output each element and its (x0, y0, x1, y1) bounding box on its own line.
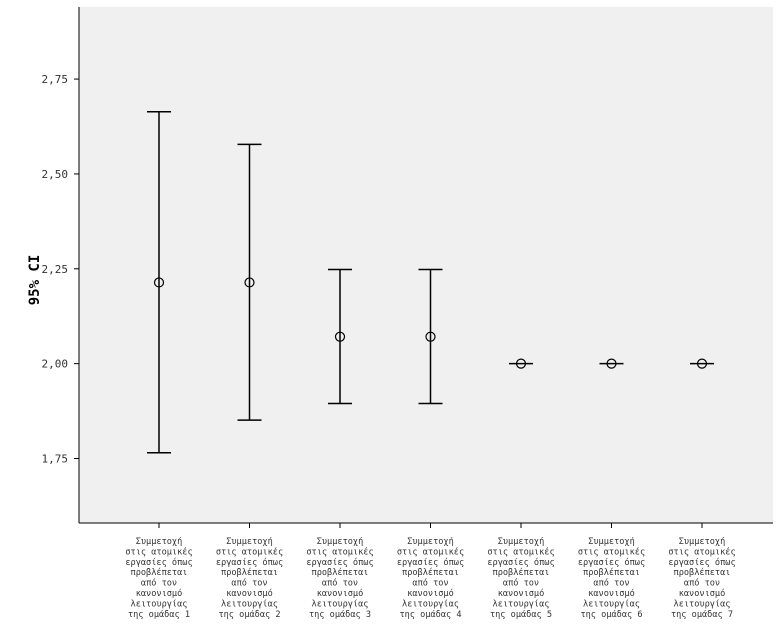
x-tick-label-line: λειτουργίας (583, 599, 640, 609)
x-tick-label-line: στις ατομικές (668, 547, 735, 557)
x-tick-label-line: Συμμετοχή (588, 537, 635, 547)
x-tick-label-line: της ομάδας 1 (128, 610, 190, 620)
x-axis-ticks: Συμμετοχή στις ατομικές εργασίες όπως προβλ… (125, 523, 736, 620)
x-tick-label-line: στις ατομικές (125, 547, 192, 557)
x-tick-label-line: από τον (231, 578, 267, 589)
x-tick-label-line: της ομάδας 5 (490, 610, 552, 620)
x-tick-label-line: λειτουργίας (493, 599, 550, 609)
x-tick-label-line: της ομάδας 4 (399, 610, 461, 620)
x-tick-label-line: Συμμετοχή (407, 537, 454, 547)
x-tick-label-line: εργασίες όπως (397, 557, 464, 568)
x-tick-label: Συμμετοχή στις ατομικές εργασίες όπως προβλ… (306, 537, 373, 620)
x-tick-label-line: της ομάδας 3 (309, 610, 371, 620)
x-tick-label-line: εργασίες όπως (306, 557, 373, 568)
plot-area (79, 7, 773, 523)
x-tick-label-line: λειτουργίας (674, 599, 731, 609)
mean-marker (515, 358, 527, 369)
y-tick-label: 2,50 (42, 168, 69, 181)
x-tick-label-line: στις ατομικές (306, 547, 373, 557)
x-tick-label-line: προβλέπεται (402, 568, 459, 578)
x-tick-label-line: από τον (141, 578, 177, 589)
x-tick-label-line: λειτουργίας (402, 599, 459, 609)
x-tick-label: Συμμετοχή στις ατομικές εργασίες όπως προβλ… (487, 537, 554, 620)
x-tick-label-line: της ομάδας 7 (671, 610, 733, 620)
x-tick-label-line: Συμμετοχή (679, 537, 726, 547)
mean-marker (244, 277, 255, 288)
mean-marker (153, 277, 165, 288)
x-tick-label-line: της ομάδας 2 (218, 610, 280, 620)
y-axis-title: 95% CI (27, 255, 43, 306)
y-axis-ticks: 1,75 2,00 2,25 2,50 2,75 (42, 73, 79, 466)
x-tick-label-line: κανονισμό (407, 588, 454, 599)
x-tick-label-line: στις ατομικές (578, 547, 645, 557)
x-tick-label-line: από τον (322, 578, 358, 589)
mean-marker (425, 331, 436, 342)
x-tick-label-line: στις ατομικές (487, 547, 554, 557)
mean-marker (606, 358, 617, 369)
x-tick-label-line: από τον (593, 578, 629, 589)
x-tick-label-line: προβλέπεται (131, 568, 188, 578)
y-tick-label: 2,00 (42, 358, 69, 371)
x-tick-label-line: λειτουργίας (312, 599, 369, 609)
x-tick-label-line: λειτουργίας (131, 599, 188, 609)
x-tick-label-line: κανονισμό (317, 588, 364, 599)
x-tick-label-line: στις ατομικές (397, 547, 464, 557)
x-tick-label: Συμμετοχή στις ατομικές εργασίες όπως προβλ… (668, 537, 735, 620)
x-tick-label-line: προβλέπεται (674, 568, 731, 578)
x-tick-label-line: κανονισμό (588, 588, 635, 599)
x-tick-label-line: κανονισμό (136, 588, 183, 599)
y-tick-label: 1,75 (42, 453, 69, 466)
x-tick-label-line: Συμμετοχή (226, 537, 273, 547)
x-tick-label-line: προβλέπεται (583, 568, 640, 578)
x-tick-label-line: από τον (684, 578, 720, 589)
x-tick-label-line: εργασίες όπως (487, 557, 554, 568)
mean-marker (334, 331, 346, 342)
x-tick-label: Συμμετοχή στις ατομικές εργασίες όπως προβλ… (397, 537, 464, 620)
x-tick-label-line: από τον (412, 578, 448, 589)
x-tick-label: Συμμετοχή στις ατομικές εργασίες όπως προβλ… (216, 537, 283, 620)
x-tick-label-line: εργασίες όπως (216, 557, 283, 568)
x-tick-label: Συμμετοχή στις ατομικές εργασίες όπως προβλ… (578, 537, 645, 620)
x-tick-label-line: στις ατομικές (216, 547, 283, 557)
x-tick-label-line: κανονισμό (498, 588, 545, 599)
x-tick-label-line: προβλέπεται (221, 568, 278, 578)
y-tick-label: 2,75 (42, 73, 69, 86)
y-tick-label: 2,25 (42, 263, 69, 276)
x-tick-label-line: προβλέπεται (493, 568, 550, 578)
x-tick-label-line: εργασίες όπως (668, 557, 735, 568)
x-tick-label-line: από τον (503, 578, 539, 589)
x-tick-label-line: Συμμετοχή (136, 537, 183, 547)
x-tick-label-line: κανονισμό (226, 588, 273, 599)
x-tick-label-line: Συμμετοχή (317, 537, 364, 547)
x-tick-label-line: προβλέπεται (312, 568, 369, 578)
x-tick-label-line: κανονισμό (679, 588, 726, 599)
x-tick-label-line: της ομάδας 6 (580, 610, 642, 620)
x-tick-label-line: Συμμετοχή (498, 537, 545, 547)
x-tick-label-line: εργασίες όπως (125, 557, 192, 568)
x-tick-label-line: λειτουργίας (221, 599, 278, 609)
x-tick-label-line: εργασίες όπως (578, 557, 645, 568)
mean-marker (696, 358, 708, 369)
x-tick-label: Συμμετοχή στις ατομικές εργασίες όπως προβλ… (125, 537, 192, 620)
error-bars (147, 110, 714, 454)
